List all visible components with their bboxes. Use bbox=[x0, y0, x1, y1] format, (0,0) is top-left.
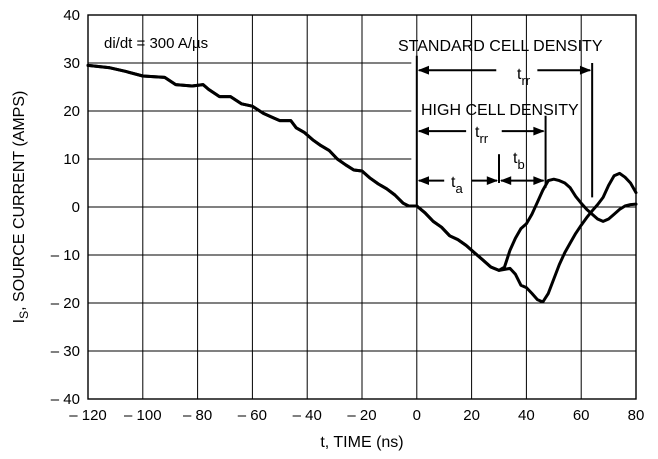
x-axis-label: t, TIME (ns) bbox=[320, 434, 403, 451]
series-line-2 bbox=[86, 63, 638, 304]
x-tick-label: – 20 bbox=[347, 407, 376, 424]
x-tick-labels: – 120 – 100 – 80 – 60 – 40 – 20 0 20 40 60 80 bbox=[69, 407, 644, 424]
tb-label: tb bbox=[513, 150, 525, 172]
y-tick-label: 10 bbox=[63, 151, 80, 168]
tb-arrowhead-left bbox=[500, 176, 512, 185]
standard-cell-density-label: STANDARD CELL DENSITY bbox=[398, 38, 603, 55]
trr-standard-label: trr bbox=[517, 66, 531, 88]
x-tick-label: – 40 bbox=[293, 407, 322, 424]
trr-standard-arrowhead-left bbox=[417, 65, 429, 75]
high-cell-density-label: HIGH CELL DENSITY bbox=[421, 102, 579, 119]
x-tick-label: – 80 bbox=[183, 407, 212, 424]
y-tick-label: 0 bbox=[72, 199, 80, 216]
trr-high-label: trr bbox=[475, 124, 489, 146]
ta-arrowhead-left bbox=[417, 176, 429, 185]
y-tick-label: – 30 bbox=[51, 343, 80, 360]
x-tick-label: – 120 bbox=[69, 407, 107, 424]
y-tick-label: – 20 bbox=[51, 295, 80, 312]
x-tick-label: 40 bbox=[518, 407, 535, 424]
y-tick-label: 30 bbox=[63, 55, 80, 72]
x-tick-label: 20 bbox=[463, 407, 480, 424]
x-tick-label: – 60 bbox=[238, 407, 267, 424]
x-tick-label: 0 bbox=[413, 407, 421, 424]
dimension-markers bbox=[415, 55, 594, 207]
y-axis-label: IS, SOURCE CURRENT (AMPS) bbox=[11, 91, 31, 324]
x-tick-label: – 100 bbox=[124, 407, 162, 424]
plot-frame bbox=[87, 14, 637, 400]
trr-high-arrowhead-right bbox=[533, 126, 545, 136]
series-lines bbox=[86, 63, 638, 304]
x-tick-label: 60 bbox=[573, 407, 590, 424]
y-tick-labels: 40 30 20 10 0 – 10 – 20 – 30 – 40 bbox=[51, 7, 80, 408]
y-tick-label: 40 bbox=[63, 7, 80, 24]
tb-arrowhead-right bbox=[533, 176, 545, 185]
trr-high-arrowhead-left bbox=[417, 126, 429, 136]
y-tick-label: – 40 bbox=[51, 391, 80, 408]
ta-arrowhead-right bbox=[486, 176, 498, 185]
grid-lines bbox=[88, 15, 636, 399]
x-tick-label: 80 bbox=[628, 407, 645, 424]
trr-standard-arrowhead-right bbox=[579, 65, 592, 75]
ta-label: ta bbox=[451, 174, 463, 196]
didt-annotation: di/dt = 300 A/µs bbox=[104, 35, 208, 52]
y-tick-label: 20 bbox=[63, 103, 80, 120]
y-tick-label: – 10 bbox=[51, 247, 80, 264]
